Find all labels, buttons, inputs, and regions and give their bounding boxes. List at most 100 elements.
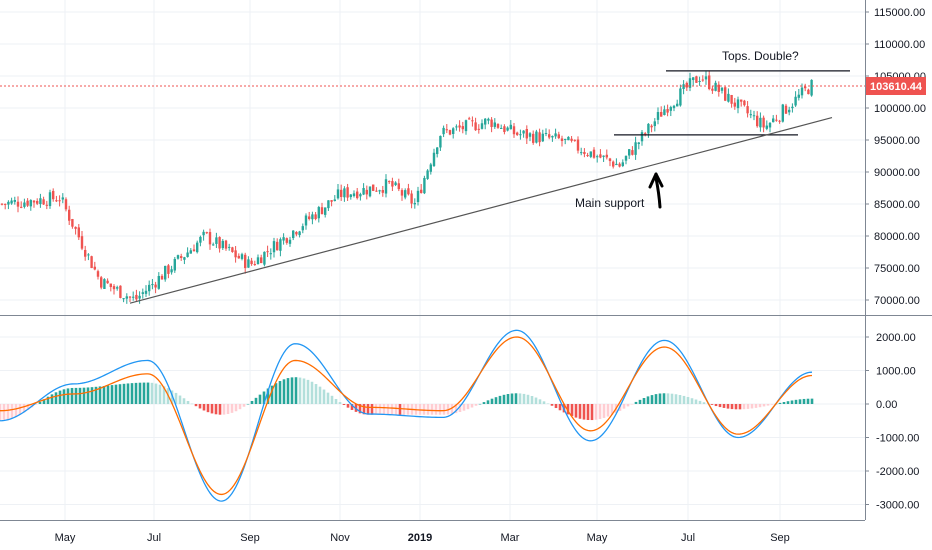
macd-histogram-bar xyxy=(746,404,750,409)
macd-histogram-bar xyxy=(298,377,302,404)
macd-histogram-bar xyxy=(286,378,290,404)
candle-body xyxy=(154,284,157,288)
candle-body xyxy=(784,105,788,114)
candle-body xyxy=(656,112,660,120)
macd-histogram-bar xyxy=(86,387,90,404)
macd-histogram-bar xyxy=(490,398,494,404)
candle-body xyxy=(157,276,160,289)
candle-body xyxy=(704,76,708,80)
macd-histogram-bar xyxy=(502,394,506,404)
macd-histogram-bar xyxy=(0,404,2,421)
price-tick-label: 85000.00 xyxy=(874,199,920,211)
candle-body xyxy=(36,200,39,204)
candle-body xyxy=(260,257,263,264)
candle-body xyxy=(106,280,109,284)
macd-histogram-bar xyxy=(806,398,810,404)
time-tick-label: May xyxy=(587,532,608,544)
macd-histogram-bar xyxy=(370,404,374,415)
candle-body xyxy=(698,80,701,82)
candle-body xyxy=(679,88,682,106)
macd-histogram-bar xyxy=(306,379,310,404)
candle-body xyxy=(452,128,455,134)
candle-body xyxy=(464,120,468,132)
candle-body xyxy=(29,200,32,207)
candle-body xyxy=(797,94,800,98)
macd-axis[interactable]: -3000.00 -2000.00 -1000.00 0.00 1000.00 2000.… xyxy=(865,332,919,512)
time-tick-label: Jul xyxy=(147,532,161,544)
candle-body xyxy=(61,197,64,200)
macd-histogram-bar xyxy=(710,404,714,405)
candle-body xyxy=(74,226,77,229)
macd-histogram-bar xyxy=(694,399,698,404)
candle-body xyxy=(720,87,724,91)
candle-body xyxy=(164,265,167,280)
macd-histogram-bar xyxy=(522,393,526,404)
macd-histogram-bar xyxy=(206,404,210,413)
time-tick-label: Sep xyxy=(240,532,260,544)
macd-histogram-bar xyxy=(678,394,682,404)
candle-body xyxy=(205,232,208,234)
candle-body xyxy=(592,149,596,158)
candle-body xyxy=(445,129,448,131)
candle-body xyxy=(32,200,36,203)
macd-histogram-bar xyxy=(702,402,706,404)
candle-body xyxy=(112,286,116,290)
candle-body xyxy=(109,283,112,288)
macd-histogram-bar xyxy=(246,403,250,405)
candle-body xyxy=(394,182,397,186)
candle-body xyxy=(365,189,368,195)
candle-body xyxy=(381,190,384,193)
macd-histogram-bar xyxy=(90,387,94,404)
macd-histogram-bar xyxy=(150,382,154,404)
price-axis[interactable]: 70000.00 75000.00 80000.00 85000.00 90000.00… xyxy=(865,7,926,307)
macd-histogram-bar xyxy=(786,401,790,404)
candle-body xyxy=(119,285,122,298)
candle-body xyxy=(52,190,55,200)
time-tick-label: 2019 xyxy=(408,532,432,544)
macd-histogram-bar xyxy=(682,395,686,404)
candle-body xyxy=(128,296,132,298)
rising-trendline[interactable] xyxy=(129,117,833,304)
macd-histogram-bar xyxy=(374,404,378,415)
candle-body xyxy=(212,244,215,246)
candle-body xyxy=(768,122,772,128)
candle-body xyxy=(519,134,522,136)
candle-body xyxy=(276,241,279,251)
macd-histogram-bar xyxy=(742,404,746,410)
macd-histogram-bar xyxy=(586,404,590,421)
candle-body xyxy=(375,190,378,192)
candle-body xyxy=(647,123,650,134)
time-axis[interactable]: May Jul Sep Nov 2019 Mar May Jul Sep xyxy=(55,532,790,544)
candle-body xyxy=(298,231,301,236)
macd-histogram-bar xyxy=(194,404,198,407)
candle-body xyxy=(330,200,333,202)
annotation-tops: Tops. Double? xyxy=(722,49,799,63)
candle-body xyxy=(141,292,144,294)
macd-histogram-bar xyxy=(282,379,286,404)
candle-body xyxy=(685,82,688,88)
macd-histogram-bar xyxy=(770,404,774,405)
candle-body xyxy=(340,189,343,197)
candle-body xyxy=(436,147,439,155)
candle-body xyxy=(372,184,375,191)
macd-histogram-bar xyxy=(334,398,338,404)
candle-body xyxy=(788,109,791,113)
candle-body xyxy=(596,156,599,158)
candle-body xyxy=(410,193,413,204)
candle-body xyxy=(688,78,692,88)
candle-body xyxy=(634,142,637,155)
candle-body xyxy=(55,200,58,202)
macd-histogram-bar xyxy=(366,404,370,415)
candle-body xyxy=(247,259,250,268)
macd-histogram-bar xyxy=(54,392,58,404)
macd-histogram-bar xyxy=(218,404,222,415)
candle-body xyxy=(669,107,672,111)
macd-histogram-bar xyxy=(726,404,730,409)
candle-body xyxy=(804,86,807,89)
candle-body xyxy=(544,132,548,134)
macd-histogram-bar xyxy=(734,404,738,410)
macd-histogram-bar xyxy=(790,400,794,404)
macd-line xyxy=(0,329,813,502)
candle-body xyxy=(77,227,80,238)
candle-body xyxy=(215,237,218,244)
